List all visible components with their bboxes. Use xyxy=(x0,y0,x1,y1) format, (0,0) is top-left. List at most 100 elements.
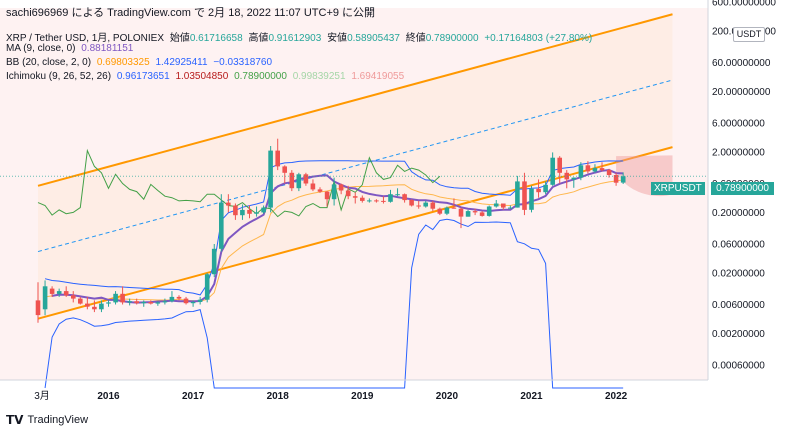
candle-body xyxy=(204,274,210,300)
candle-body xyxy=(282,166,287,173)
candle-body xyxy=(85,303,90,307)
candle-body xyxy=(437,208,443,214)
publish-caption: sachi696969 による TradingView.com で 2月 18,… xyxy=(6,7,376,19)
candle-body xyxy=(275,150,280,167)
candle-body xyxy=(113,293,118,303)
candle-body xyxy=(508,207,513,209)
candle-body xyxy=(360,197,365,201)
candle-body xyxy=(486,206,492,216)
candle-body xyxy=(479,212,485,216)
candle-body xyxy=(190,302,196,304)
candle-body xyxy=(388,194,393,202)
legend-low-value: 0.58905437 xyxy=(347,33,400,44)
price-axis-unit-button[interactable]: USDT xyxy=(733,27,765,42)
candle-body xyxy=(331,184,337,200)
price-tick-label: 600.00000000 xyxy=(712,0,776,9)
current-price-tag: 0.78900000 xyxy=(711,182,774,195)
price-tick-label: 0.02000000 xyxy=(712,268,765,279)
candle-body xyxy=(324,191,330,200)
legend-open-label: 始値 xyxy=(169,33,190,44)
price-tick-label: 0.00060000 xyxy=(712,361,765,372)
plot-background xyxy=(0,8,708,380)
legend-ichimoku-label: Ichimoku (9, 26, 52, 26) xyxy=(6,71,112,82)
candle-body xyxy=(92,306,97,310)
candle-body xyxy=(515,181,520,208)
brand-label: TradingView xyxy=(27,414,89,426)
candle-body xyxy=(451,207,457,209)
legend-high-value: 0.91612903 xyxy=(268,33,322,44)
candle-body xyxy=(395,194,400,196)
candle-body xyxy=(63,291,69,296)
candle-body xyxy=(226,202,231,206)
time-tick-label: 2018 xyxy=(267,391,290,402)
candle-body xyxy=(176,296,182,299)
legend-bb-row[interactable]: BB (20, close, 2, 0) 0.69803325 1.429254… xyxy=(6,57,275,68)
candle-body xyxy=(317,189,323,192)
candle-body xyxy=(134,301,139,304)
legend-change: +0.17164803 (+27.80%) xyxy=(484,33,593,44)
legend-title-row: XRP / Tether USD, 1月, POLONIEX 始値0.61716… xyxy=(6,29,595,44)
candle-body xyxy=(268,150,273,208)
candle-body xyxy=(345,190,351,197)
legend-bb-label: BB (20, close, 2, 0) xyxy=(6,57,92,68)
candle-body xyxy=(557,157,562,173)
candle-body xyxy=(472,211,478,213)
candle-body xyxy=(571,177,577,180)
bollinger-lower-line xyxy=(44,218,624,389)
legend-ichimoku-v5: 1.69419055 xyxy=(351,71,405,82)
candle-body xyxy=(550,157,555,185)
candle-body xyxy=(106,302,111,304)
legend-low-label: 安値 xyxy=(327,33,348,44)
time-tick-label: 2017 xyxy=(182,391,205,402)
legend-ichimoku-row[interactable]: Ichimoku (9, 26, 52, 26) 0.96173651 1.03… xyxy=(6,71,407,82)
candle-body xyxy=(169,296,175,302)
time-tick-label: 2021 xyxy=(520,391,543,402)
candle-body xyxy=(352,196,358,198)
candle-body xyxy=(578,165,584,178)
legend-close-value: 0.78900000 xyxy=(425,33,479,44)
legend-close-label: 終値 xyxy=(405,33,426,44)
candle-body xyxy=(367,200,372,202)
tradingview-brand[interactable]: 𝗧𝗩 TradingView xyxy=(6,413,88,427)
price-tick-label: 0.00200000 xyxy=(712,329,765,340)
legend-bb-lower: −0.03318760 xyxy=(213,57,272,68)
symbol-price-tag: XRPUSDT xyxy=(651,182,705,195)
legend-symbol: XRP / Tether USD, 1月, POLONIEX xyxy=(6,33,165,44)
time-tick-label: 3月 xyxy=(34,390,50,402)
candle-body xyxy=(99,303,104,310)
candle-body xyxy=(310,183,316,190)
legend-ichimoku-v3: 0.78900000 xyxy=(234,71,287,82)
candle-body xyxy=(247,209,252,214)
candle-body xyxy=(240,209,245,216)
legend-ichimoku-v1: 0.96173651 xyxy=(116,71,170,82)
candle-body xyxy=(303,174,309,184)
time-tick-label: 2022 xyxy=(605,391,628,402)
channel-upper-line xyxy=(37,13,673,187)
candle-body xyxy=(585,165,591,172)
price-tick-label: 0.00600000 xyxy=(712,300,765,311)
time-tick-label: 2016 xyxy=(97,391,120,402)
price-tick-label: 2.00000000 xyxy=(712,147,765,158)
legend-ichimoku-v4: 0.99839251 xyxy=(292,71,346,82)
candle-body xyxy=(465,211,471,217)
candle-body xyxy=(592,168,598,172)
candle-body xyxy=(606,170,612,175)
candle-body xyxy=(522,181,527,210)
candle-body xyxy=(374,200,379,202)
candle-body xyxy=(49,288,55,294)
candle-body xyxy=(56,291,62,294)
chart-area[interactable]: 600.00000000200.0000000060.0000000020.00… xyxy=(0,0,800,410)
time-tick-label: 2020 xyxy=(436,391,459,402)
candle-body xyxy=(155,302,161,304)
candle-body xyxy=(613,175,619,183)
legend-ma-row[interactable]: MA (9, close, 0) 0.88181151 xyxy=(6,43,136,54)
time-tick-label: 2019 xyxy=(351,391,374,402)
candle-body xyxy=(543,184,548,193)
moving-average-line xyxy=(51,168,624,304)
ichimoku-lagging-line xyxy=(37,148,441,218)
candle-body xyxy=(197,299,203,302)
candle-body xyxy=(402,194,407,201)
candle-body xyxy=(289,172,295,189)
candle-body xyxy=(409,200,414,206)
price-chart[interactable]: 600.00000000200.0000000060.0000000020.00… xyxy=(0,0,800,410)
